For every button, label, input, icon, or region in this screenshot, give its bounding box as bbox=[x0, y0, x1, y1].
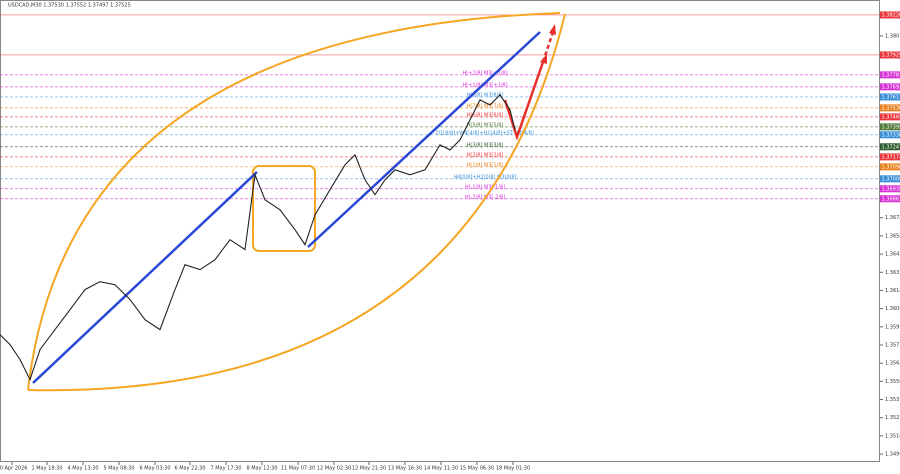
ellipse-arc bbox=[27, 12, 561, 391]
price-line bbox=[0, 94, 516, 382]
y-tick-label: 1.34965 bbox=[885, 452, 900, 458]
level-price: 1.37536 bbox=[882, 105, 900, 111]
level-price: 1.37929 bbox=[882, 52, 900, 58]
y-tick-label: 1.35910 bbox=[885, 324, 900, 330]
level-price-box bbox=[880, 113, 900, 121]
level-price: 1.37692 bbox=[882, 84, 900, 90]
level-price-box bbox=[880, 51, 900, 59]
range-box bbox=[252, 165, 316, 252]
levels: 1.38226 1.37929 1.37781 H[+2/8] M3[+2/8] 1.3… bbox=[0, 11, 900, 203]
y-tick-label: 1.35100 bbox=[885, 433, 900, 439]
level-label: H[-1/8] M3[-1/8] bbox=[465, 184, 505, 190]
level-price: 1.38226 bbox=[882, 12, 900, 18]
x-tick-label: 18 May 01:30 bbox=[496, 466, 530, 472]
level-price: 1.37098 bbox=[882, 164, 900, 170]
level-label: H4[0/8]+H1[0/8] M3[0/8] bbox=[453, 174, 516, 180]
x-tick-label: 15 May 06:30 bbox=[460, 466, 494, 472]
plot-frame bbox=[0, 0, 880, 462]
y-tick-label: 1.36315 bbox=[885, 270, 900, 276]
y-tick-label: 1.36180 bbox=[885, 288, 900, 294]
forecast-arrow bbox=[503, 61, 545, 141]
level-price-box bbox=[880, 93, 900, 101]
y-tick-label: 1.35775 bbox=[885, 342, 900, 348]
x-tick-label: 30 Apr 2026 bbox=[0, 466, 27, 472]
y-tick-label: 1.36450 bbox=[885, 252, 900, 258]
level-label: H[2/8] M3[2/8] bbox=[467, 152, 504, 158]
level-price-box bbox=[880, 11, 900, 19]
x-tick-label: 13 May 16:30 bbox=[388, 466, 422, 472]
level-price-box bbox=[880, 163, 900, 171]
x-tick-label: 5 May 08:30 bbox=[103, 466, 134, 472]
level-label: H[3/8] M3[3/8] bbox=[467, 142, 504, 148]
level-label: H[7/8] M3[7/8] bbox=[467, 103, 504, 109]
level-price: 1.36861 bbox=[882, 196, 900, 202]
y-tick-label: 1.36045 bbox=[885, 306, 900, 312]
level-label: D1[8/8]+W4[4/8]+H1[4/8]+ST M3[4/8] bbox=[436, 130, 534, 136]
level-price: 1.37009 bbox=[882, 176, 900, 182]
y-tick-label: 1.36720 bbox=[885, 215, 900, 221]
y-tick-label: 1.35370 bbox=[885, 397, 900, 403]
series bbox=[0, 94, 516, 382]
drawings bbox=[27, 12, 566, 392]
level-price-box bbox=[880, 153, 900, 161]
x-tick-label: 12 May 21:30 bbox=[352, 466, 386, 472]
x-tick-label: 4 May 13:30 bbox=[67, 466, 98, 472]
arrow-head bbox=[540, 54, 547, 64]
level-price-box bbox=[880, 143, 900, 151]
level-price: 1.36935 bbox=[882, 186, 900, 192]
x-tick-label: 6 May 03:30 bbox=[139, 466, 170, 472]
level-price-box bbox=[880, 123, 900, 131]
arrow-head bbox=[549, 24, 556, 35]
x-tick-label: 8 May 12:30 bbox=[246, 466, 277, 472]
trend-line bbox=[307, 31, 541, 248]
level-price: 1.37781 bbox=[882, 72, 900, 78]
level-label: H[+2/8] M3[+2/8] bbox=[462, 70, 507, 76]
level-label: H[1/8] M3[1/8] bbox=[467, 162, 504, 168]
x-tick-label: 7 May 17:30 bbox=[210, 466, 241, 472]
axes: 1.38070 1.36720 1.36585 1.36450 1.36315 1.361… bbox=[0, 33, 900, 471]
x-tick-label: 11 May 07:30 bbox=[281, 466, 315, 472]
level-price: 1.37247 bbox=[882, 144, 900, 150]
level-price-box bbox=[880, 131, 900, 139]
level-label: H[5/8] M3[5/8] bbox=[467, 122, 504, 128]
level-price-box bbox=[880, 104, 900, 112]
chart-title: USDCAD,M30 1.37530 1.37552 1.37497 1.375… bbox=[8, 3, 131, 9]
x-tick-label: 1 May 18:30 bbox=[31, 466, 62, 472]
y-tick-label: 1.35235 bbox=[885, 415, 900, 421]
ellipse-arc bbox=[27, 13, 566, 392]
level-price: 1.37172 bbox=[882, 154, 900, 160]
level-label: H[8/8] M3[8/8] bbox=[467, 92, 504, 98]
level-price-box bbox=[880, 175, 900, 183]
x-tick-label: 12 May 02:30 bbox=[317, 466, 351, 472]
level-price-box bbox=[880, 71, 900, 79]
level-price: 1.37395 bbox=[882, 124, 900, 130]
level-price-box bbox=[880, 195, 900, 203]
x-tick-label: 6 May 22:30 bbox=[174, 466, 205, 472]
level-price: 1.37469 bbox=[882, 114, 900, 120]
trend-line bbox=[32, 171, 258, 384]
y-tick-label: 1.36585 bbox=[885, 233, 900, 239]
level-price: 1.37336 bbox=[882, 132, 900, 138]
x-tick-label: 14 May 11:30 bbox=[424, 466, 458, 472]
level-price: 1.37617 bbox=[882, 94, 900, 100]
y-tick-label: 1.35640 bbox=[885, 361, 900, 367]
level-price-box bbox=[880, 83, 900, 91]
level-label: H[+1/8] M3[+1/8] bbox=[462, 82, 507, 88]
level-label: H[6/8] M3[6/8] bbox=[467, 112, 504, 118]
level-price-box bbox=[880, 185, 900, 193]
y-tick-label: 1.38070 bbox=[885, 33, 900, 39]
forecast-dashed bbox=[541, 31, 555, 63]
y-tick-label: 1.35505 bbox=[885, 379, 900, 385]
